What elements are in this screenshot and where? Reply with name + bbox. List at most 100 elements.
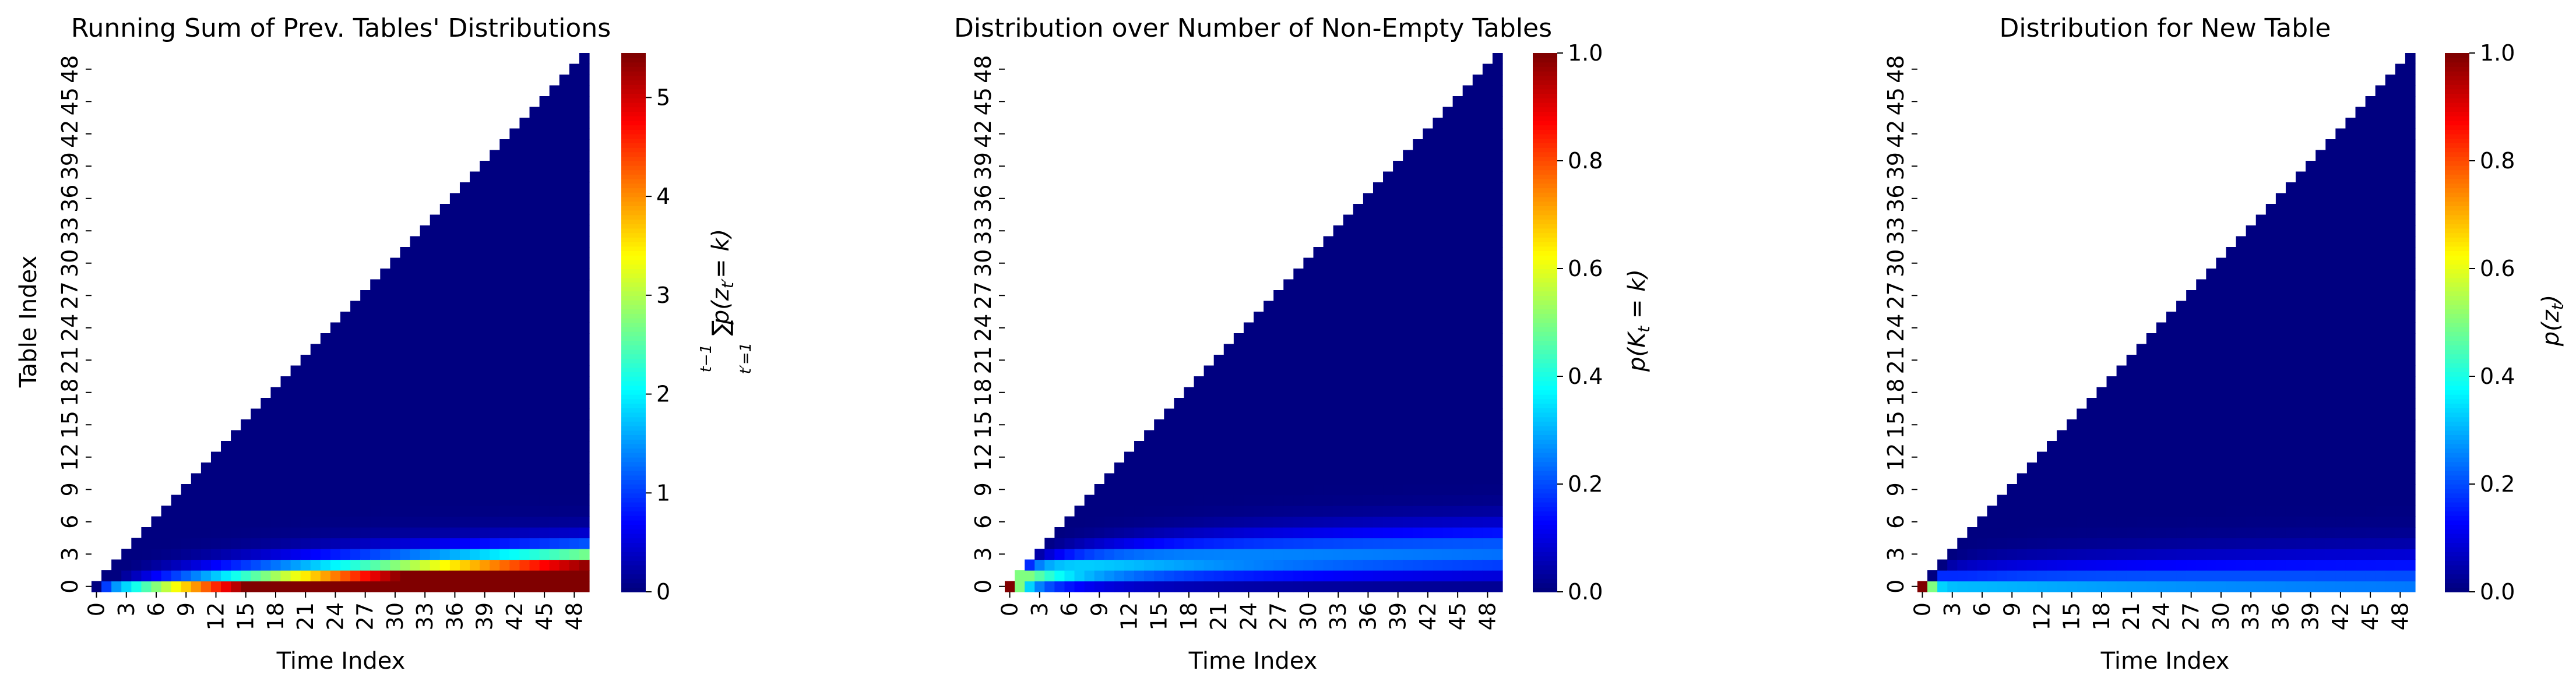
heatmap-cell	[539, 128, 550, 140]
heatmap-cell	[1977, 549, 1988, 560]
heatmap-cell	[2047, 495, 2057, 506]
heatmap-cell	[1223, 398, 1234, 409]
colorbar-segment	[621, 201, 646, 206]
heatmap-cell	[360, 495, 371, 506]
heatmap-cell	[1472, 549, 1483, 560]
heatmap-cell	[1393, 301, 1403, 312]
colorbar-segment	[1533, 143, 1557, 148]
heatmap-cell	[1313, 376, 1324, 388]
heatmap-cell	[380, 322, 390, 334]
heatmap-cell	[569, 96, 580, 108]
heatmap-cell	[171, 559, 182, 571]
heatmap-cell	[470, 387, 480, 398]
heatmap-cell	[2057, 538, 2067, 549]
heatmap-cell	[2315, 236, 2326, 248]
heatmap-cell	[1223, 441, 1234, 453]
heatmap-cell	[1452, 527, 1463, 539]
heatmap-cell	[280, 549, 291, 560]
heatmap-cell	[1413, 344, 1423, 355]
heatmap-cell	[1203, 516, 1215, 528]
panel-number-of-tables: Distribution over Number of Non-Empty Ta…	[954, 13, 1653, 675]
heatmap-cell	[1393, 365, 1403, 377]
heatmap-cell	[490, 538, 500, 549]
heatmap-cell	[2306, 549, 2316, 560]
heatmap-cell	[559, 441, 570, 453]
heatmap-cell	[1492, 365, 1503, 377]
heatmap-cell	[1403, 408, 1413, 420]
colorbar-segment	[621, 192, 646, 197]
y-tick-label: 6	[57, 515, 83, 529]
heatmap-cell	[519, 570, 530, 582]
heatmap-cell	[2026, 516, 2037, 528]
heatmap-cell	[1403, 344, 1413, 355]
heatmap-cell	[2345, 355, 2356, 366]
heatmap-cell	[480, 204, 490, 216]
colorbar-segment	[621, 538, 646, 543]
heatmap-cell	[449, 430, 460, 442]
colorbar-segment	[2445, 66, 2469, 72]
heatmap-cell	[1184, 538, 1195, 549]
x-tick-label: 18	[1176, 602, 1202, 630]
heatmap-cell	[2265, 462, 2276, 474]
heatmap-cell	[2116, 506, 2127, 517]
heatmap-cell	[1254, 570, 1264, 582]
heatmap-cell	[519, 538, 530, 549]
heatmap-cell	[1482, 506, 1493, 517]
heatmap-cell	[1233, 527, 1244, 539]
heatmap-cell	[569, 549, 580, 560]
heatmap-cell	[579, 581, 590, 592]
heatmap-cell	[400, 376, 411, 388]
colorbar-segment	[1533, 340, 1557, 345]
heatmap-cell	[320, 365, 331, 377]
heatmap-cell	[2405, 333, 2416, 345]
heatmap-cell	[1423, 257, 1434, 269]
heatmap-cell	[2206, 322, 2216, 334]
heatmap-cell	[2156, 355, 2167, 366]
heatmap-cell	[2246, 355, 2257, 366]
heatmap-cell	[1343, 290, 1354, 302]
heatmap-cell	[2146, 570, 2157, 582]
heatmap-cell	[2375, 225, 2386, 237]
heatmap-cell	[1333, 225, 1344, 237]
heatmap-cell	[2216, 322, 2227, 334]
heatmap-cell	[579, 441, 590, 453]
heatmap-cell	[171, 581, 182, 592]
colorbar-segment	[621, 299, 646, 305]
heatmap-cell	[2365, 441, 2376, 453]
heatmap-cell	[330, 355, 341, 366]
heatmap-cell	[1243, 559, 1254, 571]
heatmap-cell	[1403, 269, 1413, 280]
heatmap-cell	[1442, 344, 1454, 355]
heatmap-cell	[2296, 225, 2306, 237]
heatmap-cell	[449, 301, 460, 312]
heatmap-cell	[1413, 538, 1423, 549]
heatmap-cell	[569, 355, 580, 366]
heatmap-cell	[559, 290, 570, 302]
heatmap-cell	[2325, 290, 2336, 302]
heatmap-cell	[1423, 387, 1434, 398]
heatmap-cell	[1283, 441, 1294, 453]
heatmap-cell	[251, 538, 261, 549]
heatmap-cell	[310, 506, 321, 517]
heatmap-cell	[2077, 581, 2087, 592]
heatmap-cell	[2057, 441, 2067, 453]
heatmap-cell	[2116, 451, 2127, 463]
heatmap-cell	[1472, 214, 1483, 226]
heatmap-cell	[340, 365, 351, 377]
heatmap-cell	[290, 516, 301, 528]
heatmap-cell	[2255, 462, 2267, 474]
heatmap-cell	[2176, 484, 2187, 496]
heatmap-cell	[2036, 538, 2047, 549]
heatmap-cell	[430, 365, 441, 377]
heatmap-cell	[390, 322, 401, 334]
heatmap-cell	[420, 398, 431, 409]
heatmap-cell	[2375, 559, 2386, 571]
heatmap-cell	[1104, 506, 1115, 517]
colorbar-segment	[2445, 354, 2469, 359]
heatmap-cell	[1442, 549, 1454, 560]
heatmap-cell	[370, 355, 381, 366]
heatmap-cell	[2345, 430, 2356, 442]
heatmap-cell	[459, 257, 470, 269]
heatmap-cell	[2375, 312, 2386, 323]
heatmap-cell	[1283, 430, 1294, 442]
